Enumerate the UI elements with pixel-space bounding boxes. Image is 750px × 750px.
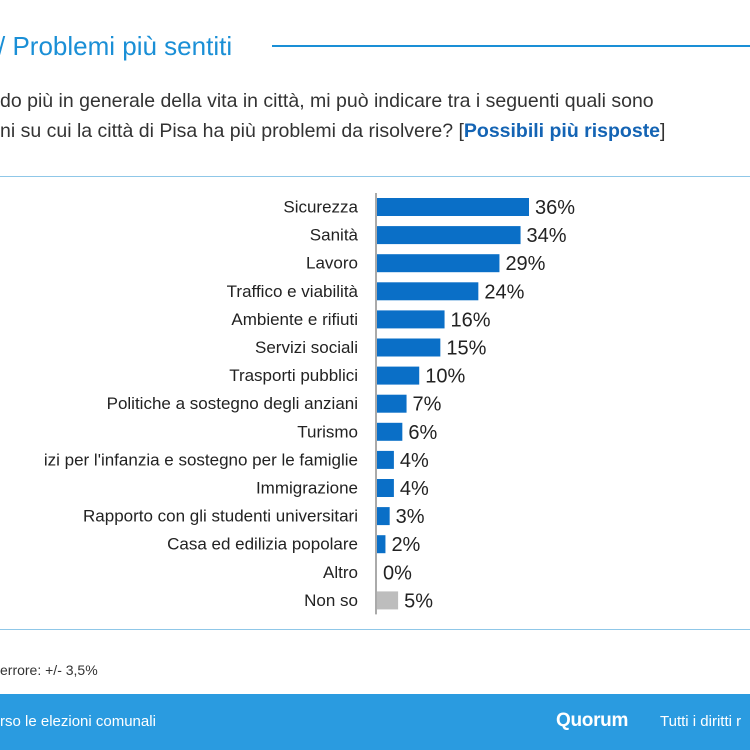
bar [377, 422, 403, 441]
page-title: / Problemi più sentiti [0, 31, 233, 61]
value-label: 7% [413, 394, 442, 416]
category-label: Lavoro [306, 254, 358, 273]
category-label: Sicurezza [283, 198, 358, 217]
quorum-logo: Quorum [556, 710, 629, 731]
bar [377, 310, 445, 329]
category-label: Non so [304, 591, 358, 610]
value-label: 4% [400, 478, 429, 500]
title-rule [272, 45, 750, 47]
category-label: Traffico e viabilità [227, 282, 359, 301]
value-label: 24% [484, 281, 524, 303]
bar [377, 394, 407, 413]
category-label: Altro [323, 563, 358, 582]
value-label: 29% [505, 253, 545, 275]
value-label: 2% [391, 534, 420, 556]
bar [377, 254, 500, 273]
question-multiple-answers: Possibili più risposte [463, 120, 661, 142]
value-label: 3% [396, 506, 425, 528]
category-label: Casa ed edilizia popolare [167, 535, 358, 554]
title-bar: / Problemi più sentiti [0, 26, 750, 66]
footer-right-text: Tutti i diritti r [660, 713, 742, 730]
bar [377, 479, 394, 497]
bar [377, 450, 394, 469]
category-label: Politiche a sostegno degli anziani [107, 394, 358, 413]
value-label: 34% [527, 225, 567, 247]
value-label: 10% [425, 366, 465, 388]
margin-of-error-note: errore: +/- 3,5% [0, 662, 98, 678]
question-line-2-prefix: ni su cui la città di Pisa ha più proble… [0, 120, 464, 142]
question-line-2-suffix: ] [660, 120, 666, 142]
category-label: Ambiente e rifiuti [231, 310, 358, 329]
footer-bar: rso le elezioni comunali Quorum Tutti i … [0, 694, 750, 750]
bar [377, 366, 420, 385]
category-label: Trasporti pubblici [229, 366, 358, 385]
question-line-1: do più in generale della vita in città, … [0, 90, 654, 112]
question-text: do più in generale della vita in città, … [0, 86, 750, 146]
category-label: izi per l'infanzia e sostegno per le fam… [44, 450, 358, 469]
value-label: 15% [446, 338, 486, 360]
category-label: Turismo [297, 422, 358, 441]
bar [377, 226, 521, 245]
bar [377, 198, 529, 216]
bar [377, 591, 399, 610]
value-label: 6% [408, 422, 437, 444]
bar [377, 282, 479, 301]
bar [377, 507, 390, 526]
category-label: Rapporto con gli studenti universitari [83, 507, 358, 526]
value-label: 36% [535, 197, 575, 219]
value-label: 5% [404, 590, 433, 612]
category-label: Immigrazione [256, 479, 358, 498]
value-label: 0% [383, 562, 412, 584]
bar-chart: Sicurezza 36% Sanità 34% Lavoro 29% Traffico e… [44, 193, 575, 615]
category-label: Sanità [310, 226, 359, 245]
category-label: Servizi sociali [255, 338, 358, 357]
value-label: 16% [451, 309, 491, 331]
top-divider [0, 176, 750, 177]
bar [377, 338, 441, 357]
bottom-divider [0, 629, 750, 630]
bar [377, 535, 386, 554]
question-line-2: ni su cui la città di Pisa ha più proble… [0, 116, 750, 146]
footer-left-text: rso le elezioni comunali [0, 713, 156, 730]
value-label: 4% [400, 450, 429, 472]
